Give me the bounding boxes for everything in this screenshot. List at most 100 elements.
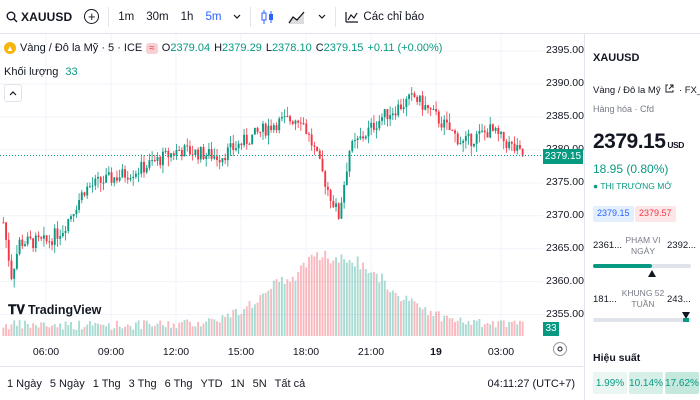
clock[interactable]: 04:11:27 (UTC+7) [487,377,575,390]
time-tick-label: 19 [430,346,442,358]
candle-body [316,146,319,151]
candle-body [75,209,78,215]
week52-fill [683,318,690,322]
panel-price: 2379.15 USD [593,130,684,154]
range-5y[interactable]: 5N [252,377,267,390]
volume-bar [107,323,110,336]
range-ytd[interactable]: YTD [200,377,223,390]
volume-bar [218,322,221,336]
candle-body [189,146,191,155]
interval-1h[interactable]: 1h [180,10,194,23]
chart-pane[interactable]: ▲ Vàng / Đô la Mỹ · 5 · ICE ≈ O 2379.04 H… [0,34,543,336]
candle-body [80,192,83,201]
candle-body [156,156,159,161]
candle-body [356,138,359,141]
candle-body [32,238,35,249]
volume-bar [356,256,359,336]
candle-body [183,145,186,157]
volume-bar [88,321,91,336]
candle-body [70,216,72,220]
candle-body [237,143,240,149]
range-1y[interactable]: 1N [230,377,245,390]
volume-bar [448,318,451,336]
candle-body [110,172,113,183]
panel-exchange[interactable]: FX_IDC [684,85,700,96]
symbol-search[interactable]: XAUUSD [0,0,78,34]
panel-category: Hàng hóa · Cfd [593,104,655,114]
candle-body [205,155,208,159]
performance-3m[interactable]: 17.62% [665,372,699,394]
volume-bar [486,323,489,336]
candle-body [454,130,456,134]
bar-style-button[interactable] [254,0,282,34]
price-chart[interactable] [0,34,543,336]
volume-bar [264,292,267,336]
external-link-icon[interactable] [665,84,674,93]
price-tick-label: 2370.00 [546,208,584,221]
candle-body [24,244,26,246]
candle-body [56,228,59,239]
candle-body [435,109,438,112]
legend-open: 2379.04 [170,42,211,54]
candle-body [15,253,18,269]
volume-bar [473,320,475,336]
candle-body [97,176,99,179]
indicators-label: Các chỉ báo [363,10,425,23]
price-axis[interactable]: 2395.002390.002385.002380.002375.002370.… [543,34,584,336]
range-6m[interactable]: 6 Thg [164,377,193,390]
legend-h-label: H [214,42,223,54]
volume-label: Khối lượng [4,66,59,78]
chart-type-button[interactable] [282,0,312,34]
candle-body [270,125,273,130]
range-1m[interactable]: 1 Thg [92,377,121,390]
candle-body [329,189,332,201]
chart-type-dropdown[interactable] [312,0,332,34]
interval-dropdown[interactable] [227,0,247,34]
candle-body [321,158,324,172]
performance-1m[interactable]: 10.14% [629,372,663,394]
volume-bar [259,295,262,336]
candle-body [416,96,419,102]
range-1d[interactable]: 1 Ngày [7,377,42,390]
range-all[interactable]: Tất cả [274,377,306,390]
timezone-settings-button[interactable] [553,342,567,356]
candle-body [437,111,440,124]
indicators-button[interactable]: Các chỉ báo [339,0,430,34]
range-5d[interactable]: 5 Ngày [49,377,85,390]
legend-c-label: C [315,42,324,54]
compare-button[interactable]: + [78,0,105,34]
performance-1w[interactable]: 1.99% [593,372,627,394]
candle-body [86,186,89,196]
collapse-legend-button[interactable] [4,84,22,102]
tradingview-logo[interactable]: 𝐓𝐕 TradingView [8,302,101,318]
volume-bar [2,327,5,336]
candle-body [151,160,154,162]
candle-body [161,151,164,166]
volume-bar [332,260,335,336]
volume-bar [164,327,167,336]
candle-body [264,123,267,136]
volume-bar [394,292,397,336]
interval-30m[interactable]: 30m [146,10,169,23]
volume-bar [397,296,400,336]
volume-bar [72,329,75,336]
volume-bar [191,326,194,336]
panel-name[interactable]: Vàng / Đô la Mỹ [593,85,661,96]
time-axis[interactable]: 06:00 09:00 12:00 15:00 18:00 21:00 19 03:00 [0,336,583,366]
volume-bar [256,302,259,336]
panel-symbol[interactable]: XAUUSD [593,52,640,64]
volume-bar [432,316,435,336]
candle-body [389,115,392,120]
range-3m[interactable]: 3 Thg [128,377,157,390]
week52-high: 243... [667,294,691,305]
market-status: ● THỊ TRƯỜNG MỞ [593,181,672,191]
interval-1m[interactable]: 1m [118,10,135,23]
candle-body [83,192,86,196]
volume-bar [381,273,383,336]
volume-bar [118,326,121,336]
interval-5m[interactable]: 5m [205,10,222,23]
candle-body [394,113,397,116]
volume-bar [316,252,319,336]
volume-bar [53,324,56,336]
candle-body [175,149,178,156]
